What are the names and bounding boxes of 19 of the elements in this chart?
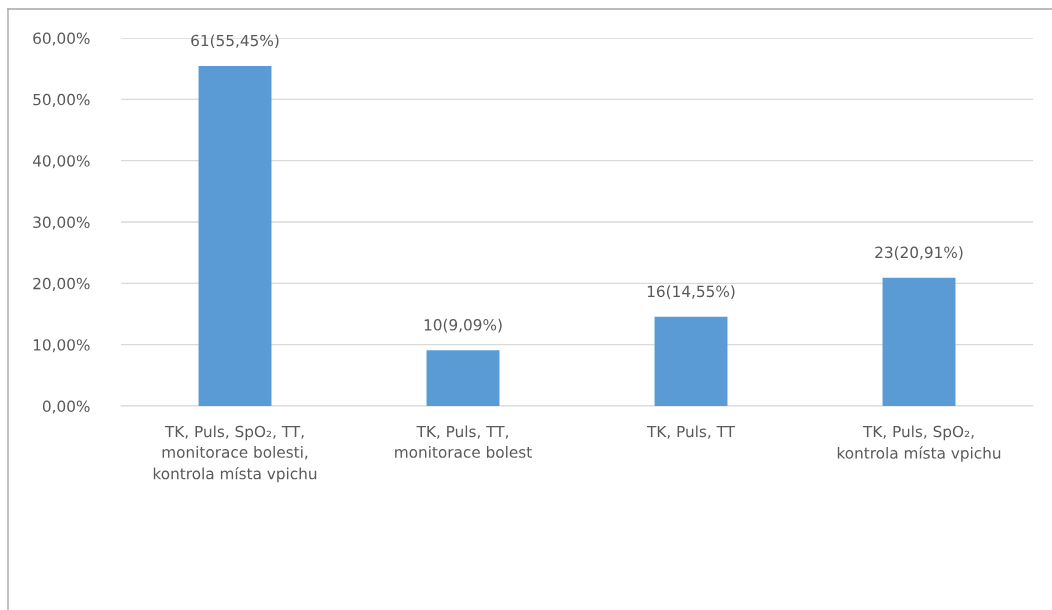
bar <box>882 277 956 406</box>
y-tick-label: 50,00% <box>33 93 90 107</box>
y-tick-label: 10,00% <box>33 339 90 353</box>
y-tick-label: 60,00% <box>33 32 90 46</box>
data-label: 16(14,55%) <box>647 285 735 299</box>
bar <box>198 65 272 406</box>
y-tick-label: 30,00% <box>33 216 90 230</box>
x-tick-label: TK, Puls, TT, monitorace bolest <box>395 425 532 458</box>
data-label: 10(9,09%) <box>424 318 502 333</box>
x-tick-label: TK, Puls, TT <box>646 425 736 439</box>
y-tick-label: 20,00% <box>33 277 90 291</box>
y-tick-label: 0,00% <box>42 400 90 414</box>
data-label: 23(20,91%) <box>875 246 963 260</box>
x-tick-label: TK, Puls, SpO₂, kontrola místa vpichu <box>837 425 1001 462</box>
y-tick-label: 40,00% <box>32 155 90 169</box>
x-tick-label: TK, Puls, SpO₂, TT, monitorace bolesti, kontrola místa vpichu <box>153 425 317 483</box>
bar <box>426 350 500 406</box>
bar <box>654 316 728 406</box>
data-label: 61(55,45%) <box>191 34 279 49</box>
